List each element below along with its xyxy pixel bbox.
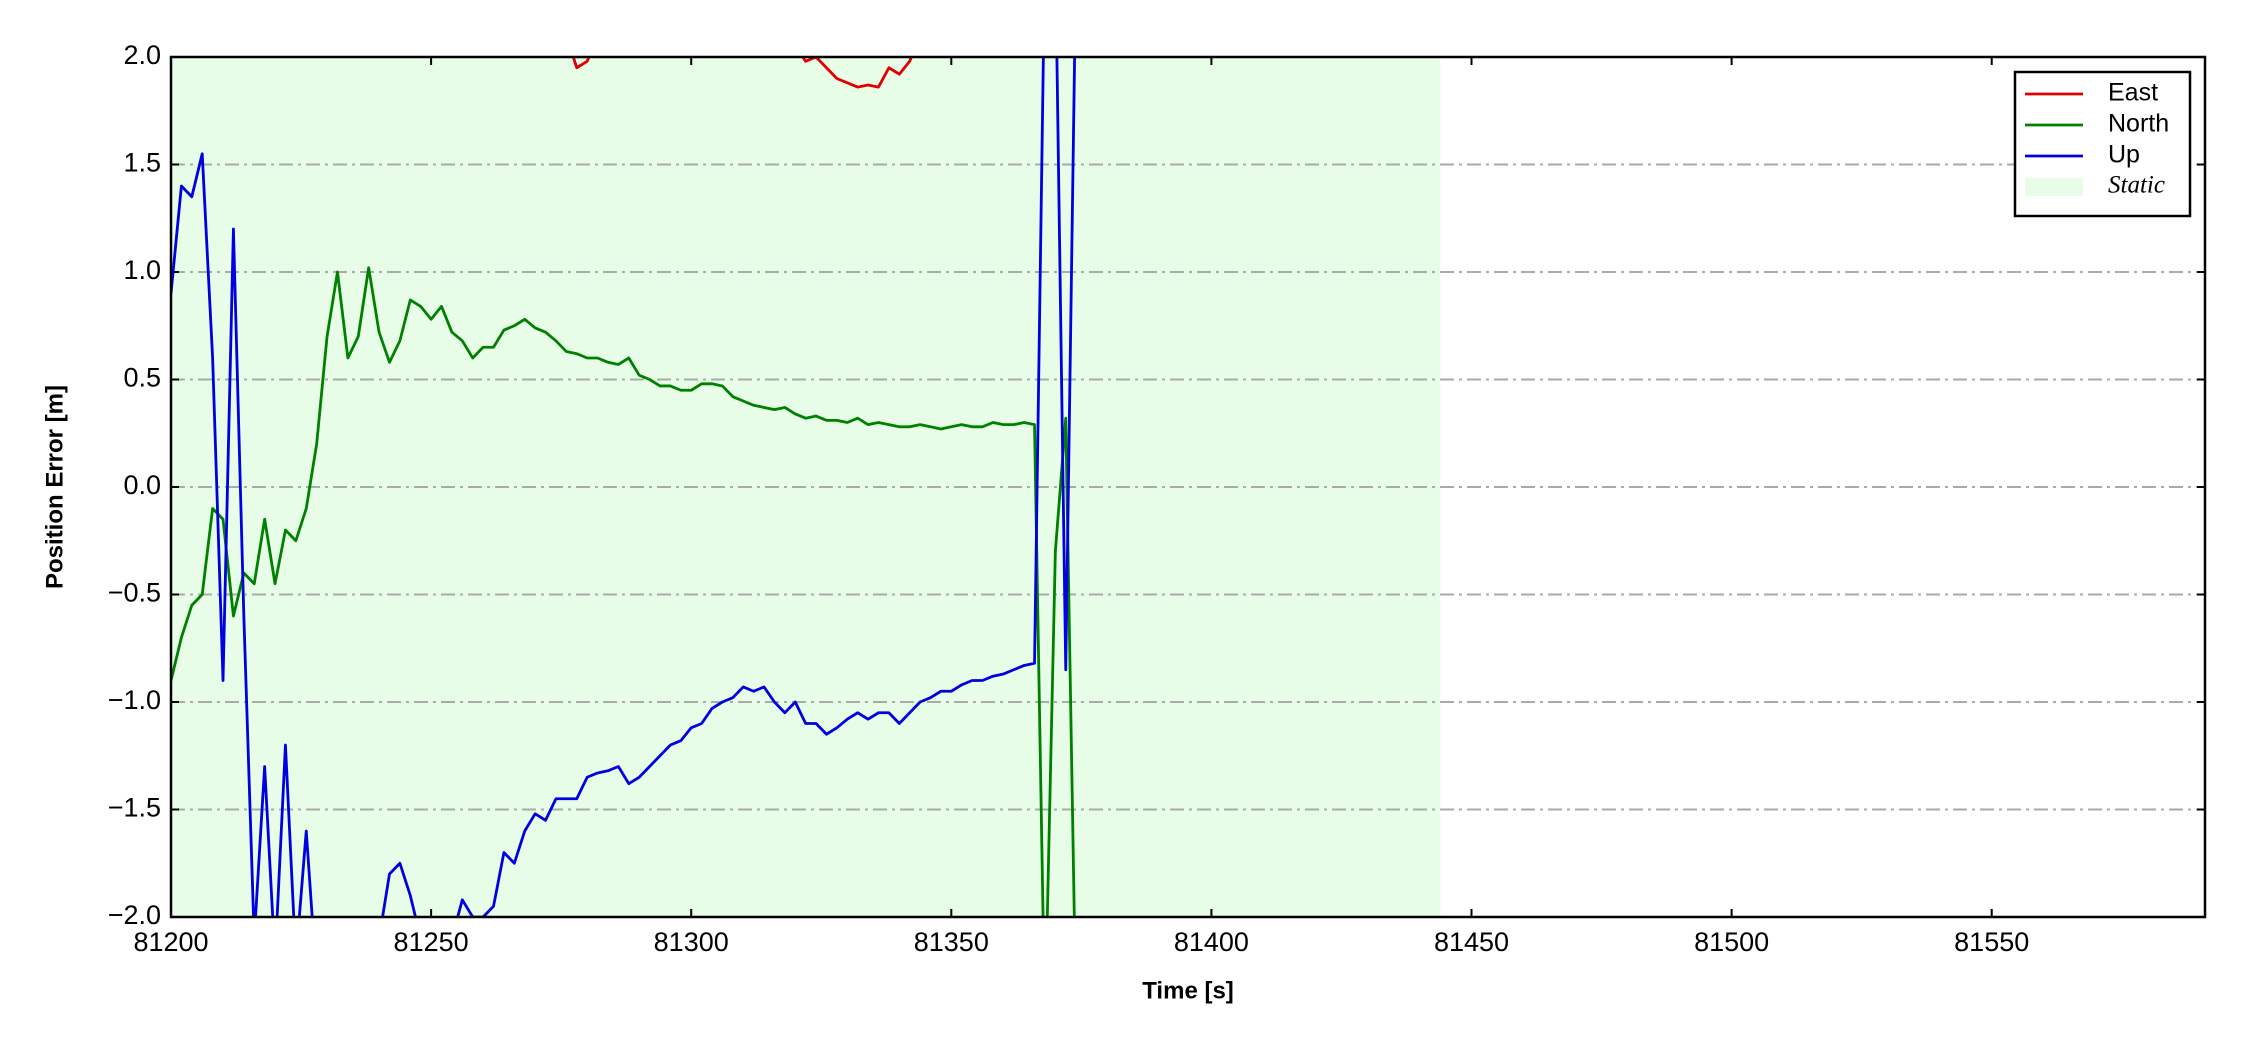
x-tick-label: 81450 xyxy=(1434,927,1509,957)
x-tick-label: 81550 xyxy=(1954,927,2029,957)
legend-label: North xyxy=(2108,110,2169,138)
y-tick-label: −1.5 xyxy=(108,793,161,823)
legend-label: East xyxy=(2108,79,2158,107)
y-tick-label: −1.0 xyxy=(108,685,161,715)
legend-label: Up xyxy=(2108,141,2140,169)
y-tick-label: −2.0 xyxy=(108,900,161,930)
x-tick-label: 81300 xyxy=(654,927,729,957)
data-line xyxy=(171,57,1077,917)
plot-frame xyxy=(169,55,2207,919)
y-axis-label: Position Error [m] xyxy=(41,385,68,589)
data-line xyxy=(171,266,1076,917)
x-tick-label: 81400 xyxy=(1174,927,1249,957)
y-tick-label: 1.5 xyxy=(123,148,161,178)
y-tick-label: 2.0 xyxy=(123,40,161,70)
y-tick-label: 0.5 xyxy=(123,363,161,393)
y-tick-label: 0.0 xyxy=(123,470,161,500)
plot-lines xyxy=(171,57,1077,917)
legend-swatch xyxy=(2025,178,2083,196)
legend-label: Static xyxy=(2108,172,2165,199)
x-tick-label: 81350 xyxy=(914,927,989,957)
y-tick-label: −0.5 xyxy=(108,578,161,608)
x-tick-label: 81500 xyxy=(1694,927,1769,957)
y-tick-label: 1.0 xyxy=(123,255,161,285)
x-tick-label: 81200 xyxy=(133,927,208,957)
x-tick-label: 81250 xyxy=(394,927,469,957)
x-axis-label: Time [s] xyxy=(1142,977,1234,1004)
